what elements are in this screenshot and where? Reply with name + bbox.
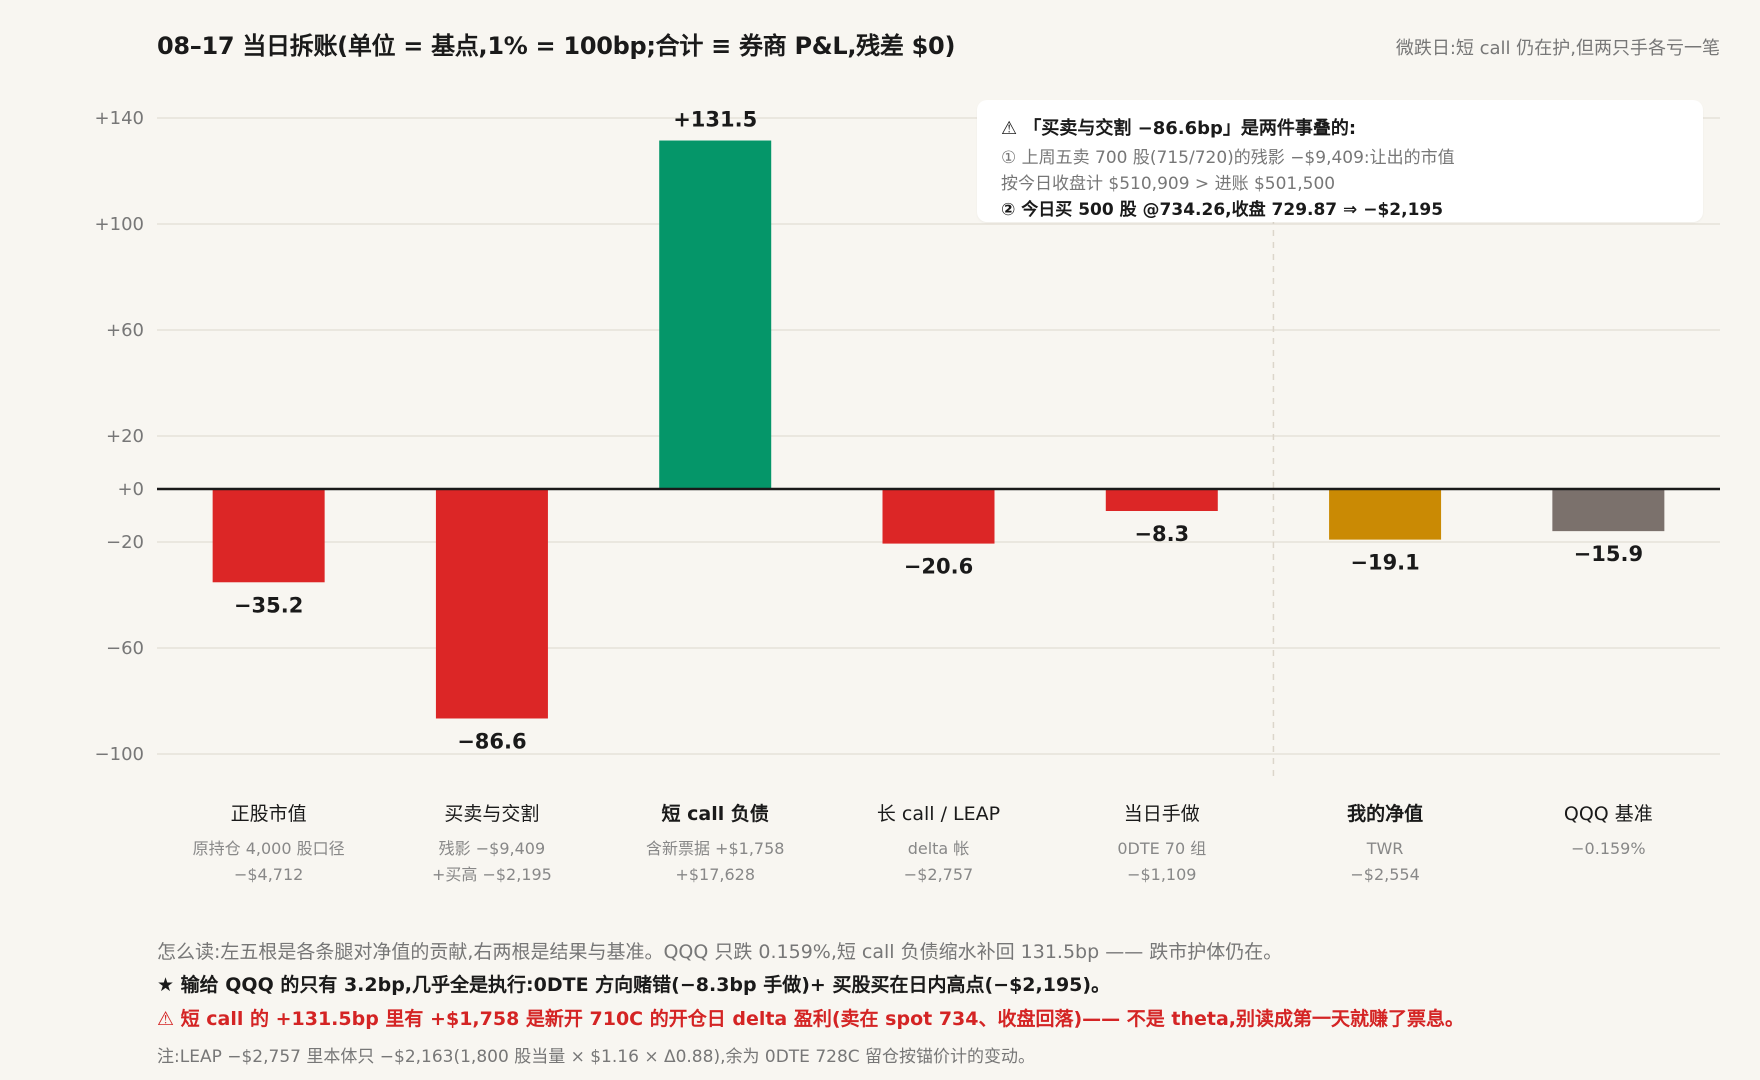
category-label: 正股市值 [231,803,307,825]
y-tick-label: +20 [106,426,144,447]
category-sublabel: 原持仓 4,000 股口径 [193,839,345,858]
bar [1552,489,1665,532]
category-amount-label: −$2,554 [1350,865,1419,884]
callout-line-3: ② 今日买 500 股 @734.26,收盘 729.87 ⇒ −$2,195 [1001,200,1444,220]
bar [212,489,325,583]
category-sublabel: TWR [1366,839,1404,858]
category-sublabel: 0DTE 70 组 [1117,839,1206,858]
bar [659,140,772,489]
category-amount-label: +$17,628 [675,865,755,884]
callout-line-2: 按今日收盘计 $510,909 > 进账 $501,500 [1001,174,1336,194]
note-key-takeaway: ★ 输给 QQQ 的只有 3.2bp,几乎全是执行:0DTE 方向赌错(−8.3… [157,974,1111,996]
category-sublabel: −0.159% [1571,839,1645,858]
note-how-to-read: 怎么读:左五根是各条腿对净值的贡献,右两根是结果与基准。QQQ 只跌 0.159… [157,941,1283,963]
category-sublabel: delta 帐 [908,839,970,858]
bar-chart: +140 +100 +60 +20 +0 −20 −60 −100 −35.2 正股市值原持仓 … [95,108,1720,884]
bar-value-label: −19.1 [1350,551,1419,575]
bar-value-label: −15.9 [1574,542,1643,566]
category-amount-label: −$1,109 [1127,865,1196,884]
y-tick-label: −20 [106,532,144,553]
category-sublabel: 残影 −$9,409 [439,839,545,858]
bar [1329,489,1442,540]
chart-subtitle: 微跌日:短 call 仍在护,但两只手各亏一笔 [1395,38,1720,59]
y-tick-label: +0 [117,479,144,500]
category-label: 短 call 负债 [662,802,769,825]
y-tick-label: +60 [106,320,144,341]
y-tick-label: −100 [95,744,144,765]
category-label: 长 call / LEAP [877,803,1000,825]
bar-value-label: −86.6 [457,729,526,753]
bar [882,489,995,544]
bar-value-label: −35.2 [234,593,303,617]
y-tick-label: +140 [95,108,144,129]
category-label: QQQ 基准 [1564,803,1653,825]
category-label: 买卖与交割 [444,803,539,825]
bar [435,489,548,719]
callout-heading: ⚠ 「买卖与交割 −86.6bp」是两件事叠的: [1001,118,1357,139]
y-tick-label: +100 [95,214,144,235]
category-amount-label: −$2,757 [904,865,973,884]
annotation-callout: ⚠ 「买卖与交割 −86.6bp」是两件事叠的: ① 上周五卖 700 股(71… [977,100,1703,222]
note-warning: ⚠ 短 call 的 +131.5bp 里有 +$1,758 是新开 710C … [157,1008,1465,1030]
category-amount-label: +买高 −$2,195 [432,865,552,884]
callout-line-1: ① 上周五卖 700 股(715/720)的残影 −$9,409:让出的市值 [1001,148,1455,168]
bar [1105,489,1218,511]
bar-value-label: +131.5 [673,108,757,132]
y-tick-label: −60 [106,638,144,659]
chart-title: 08–17 当日拆账(单位 = 基点,1% = 100bp;合计 ≡ 券商 P&… [157,32,956,60]
category-sublabel: 含新票据 +$1,758 [646,839,784,858]
category-label: 我的净值 [1347,802,1423,825]
note-footnote: 注:LEAP −$2,757 里本体只 −$2,163(1,800 股当量 × … [157,1047,1036,1067]
bar-value-label: −8.3 [1134,522,1189,546]
bar-value-label: −20.6 [904,555,973,579]
bars [212,140,1665,719]
category-amount-label: −$4,712 [234,865,303,884]
category-label: 当日手做 [1124,803,1200,825]
